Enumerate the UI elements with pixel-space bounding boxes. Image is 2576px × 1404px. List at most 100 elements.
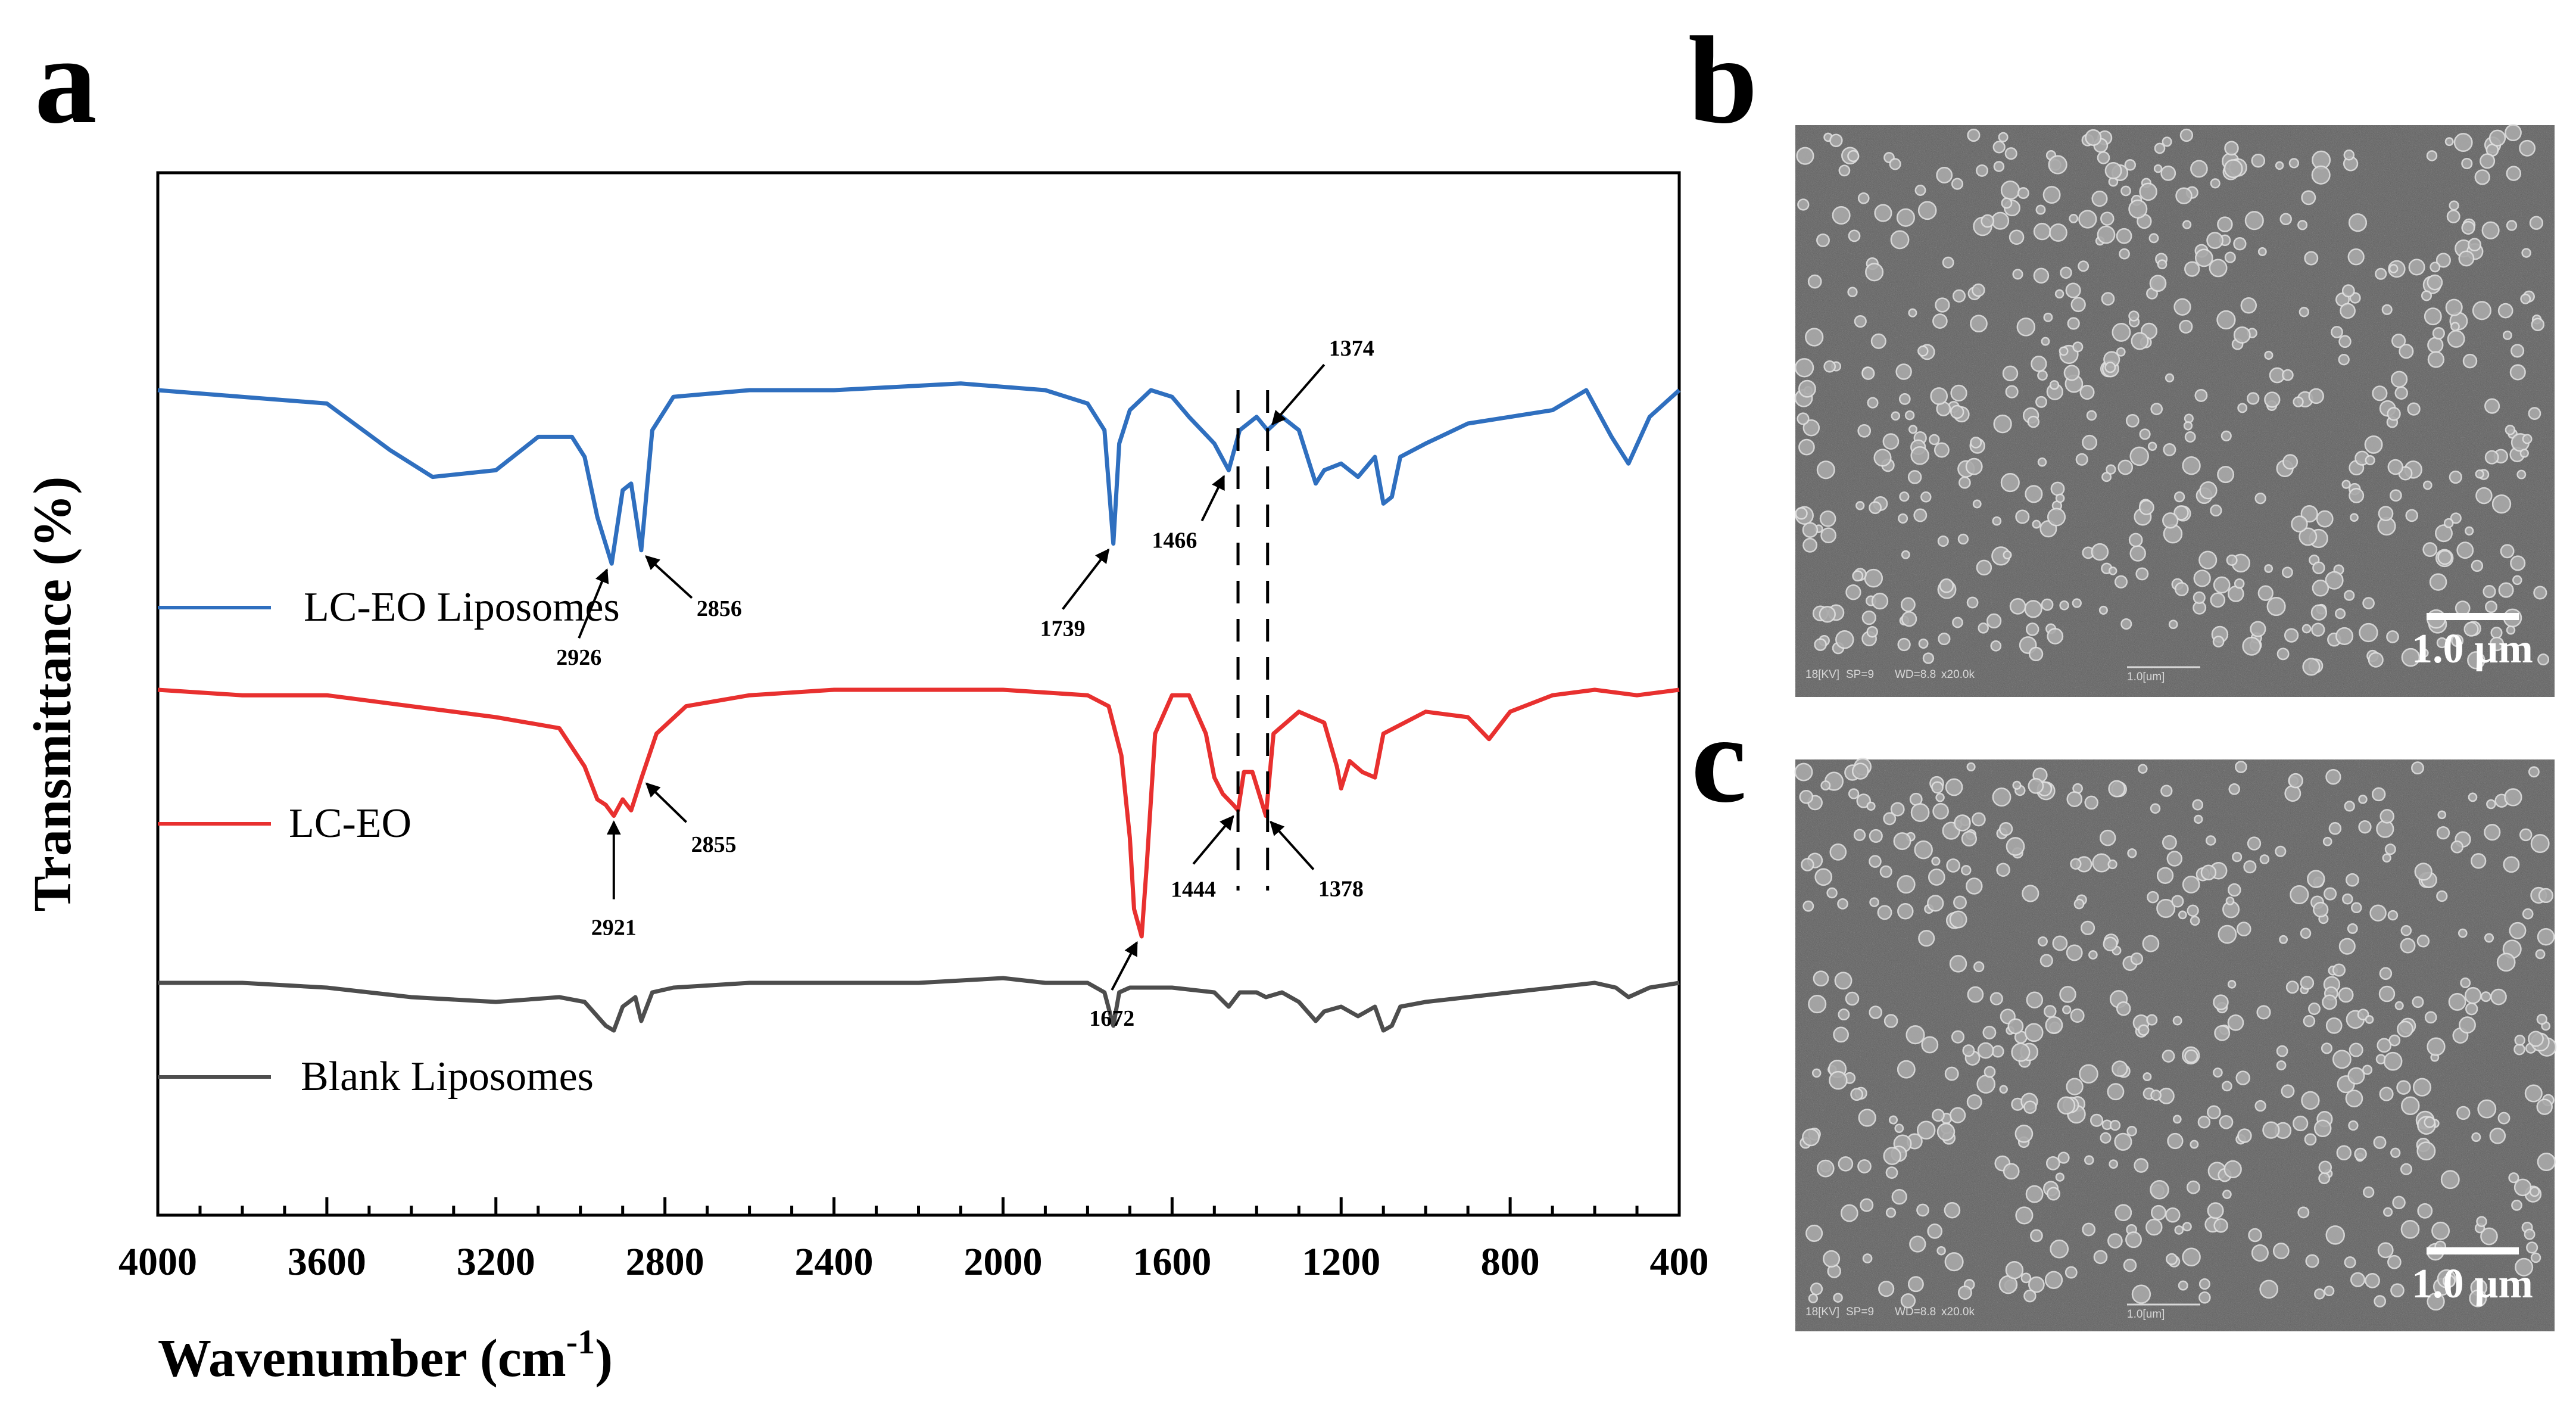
sem-particle	[1914, 185, 1926, 196]
x-tick-label: 4000	[118, 1240, 197, 1284]
sem-particle	[1795, 507, 1808, 520]
sem-particle	[2504, 788, 2522, 807]
sem-particle	[2375, 267, 2387, 280]
sem-particle	[2115, 1204, 2132, 1222]
sem-particle	[2529, 216, 2544, 230]
sem-particle	[2091, 543, 2109, 561]
sem-particle	[2308, 1003, 2321, 1015]
peak-arrow-3	[1200, 475, 1225, 522]
sem-particle	[2138, 764, 2148, 774]
sem-particle	[2157, 259, 2168, 270]
sem-particle	[2359, 622, 2378, 643]
sem-particle	[2035, 204, 2046, 215]
sem-particle	[2314, 1288, 2325, 1300]
sem-particle	[2379, 967, 2393, 980]
sem-c-meta-sp: SP=9	[1846, 1306, 1874, 1318]
sem-particle	[1871, 592, 1889, 610]
sem-particle	[1920, 491, 1932, 503]
sem-particle	[2166, 851, 2183, 867]
sem-particle	[2150, 403, 2163, 415]
sem-particle	[2120, 185, 2131, 197]
sem-particle	[2369, 904, 2387, 922]
sem-particle	[2468, 792, 2478, 802]
sem-particle	[2421, 290, 2432, 301]
sem-particle	[1823, 1250, 1841, 1268]
sem-b-meta-sp: SP=9	[1846, 668, 1874, 681]
sem-particle	[2097, 225, 2116, 244]
sem-particle	[2471, 559, 2484, 572]
sem-particle	[2468, 238, 2482, 252]
sem-particle	[2227, 980, 2237, 989]
sem-particle	[1898, 513, 1908, 524]
sem-c-particles	[1794, 758, 2557, 1311]
sem-particle	[1895, 363, 1912, 380]
sem-particle	[2070, 858, 2082, 870]
sem-particle	[2471, 853, 2487, 869]
peak-label-9: 1378	[1318, 877, 1364, 902]
peak-label-7: 1672	[1089, 1006, 1134, 1031]
sem-particle	[2365, 455, 2375, 466]
sem-particle	[2381, 304, 2393, 315]
sem-particle	[2530, 1252, 2541, 1263]
sem-particle	[2214, 1025, 2231, 1041]
sem-particle	[2503, 856, 2520, 873]
sem-particle	[2210, 592, 2226, 608]
sem-particle	[2411, 761, 2424, 775]
sem-particle	[2502, 330, 2512, 340]
sem-particle	[2335, 608, 2346, 619]
sem-particle	[2072, 341, 2084, 353]
sem-particle	[2297, 220, 2308, 231]
sem-particle	[1808, 1293, 1819, 1303]
sem-particle	[2412, 1078, 2432, 1097]
sem-particle	[2297, 1206, 2310, 1219]
sem-particle	[2047, 628, 2064, 645]
sem-particle	[2435, 253, 2451, 268]
sem-particle	[2125, 413, 2140, 428]
sem-particle	[2464, 987, 2482, 1004]
x-tick-label: 3200	[457, 1240, 535, 1284]
sem-particle	[2387, 407, 2401, 421]
sem-particle	[1796, 147, 1814, 165]
sem-particle	[2484, 398, 2500, 414]
sem-particle	[1982, 1025, 1997, 1039]
sem-particle	[2075, 453, 2088, 466]
sem-particle	[1869, 829, 1883, 843]
sem-particle	[2101, 472, 2112, 482]
sem-particle	[2311, 165, 2331, 185]
sem-particle	[1873, 449, 1892, 467]
sem-particle	[1951, 1030, 1965, 1044]
sem-particle	[2055, 493, 2065, 503]
sem-particle	[2364, 435, 2383, 454]
sem-particle	[2524, 1084, 2543, 1103]
sem-particle	[2242, 636, 2262, 656]
sem-particle	[1992, 516, 2002, 526]
sem-particle	[1917, 201, 1937, 220]
sem-particle	[1930, 387, 1948, 405]
sem-particle	[2336, 1145, 2352, 1160]
sem-particle	[1860, 1198, 1874, 1212]
sem-particle	[2450, 512, 2462, 524]
sem-particle	[2057, 1096, 2076, 1115]
sem-particle	[2348, 1120, 2359, 1131]
sem-particle	[2449, 470, 2462, 484]
sem-particle	[1891, 411, 1901, 421]
sem-particle	[2228, 783, 2240, 795]
sem-particle	[2338, 938, 2356, 955]
sem-particle	[2461, 157, 2473, 170]
sem-b-scale-label: 1.0 µm	[2412, 626, 2533, 672]
sem-particle	[2435, 524, 2453, 543]
sem-particle	[1917, 345, 1929, 357]
sem-particle	[2179, 128, 2194, 142]
sem-particle	[2178, 1280, 2188, 1291]
sem-particle	[1953, 895, 1967, 910]
sem-particle	[2324, 1285, 2335, 1297]
sem-particle	[2079, 384, 2095, 400]
sem-particle	[1931, 857, 1941, 866]
sem-particle	[2276, 647, 2290, 661]
reference-dashed-lines	[1236, 390, 1270, 891]
sem-particle	[1840, 1204, 1858, 1222]
sem-particle	[2234, 578, 2245, 589]
sem-particle	[2015, 1206, 2034, 1225]
sem-particle	[2065, 282, 2081, 298]
sem-particle	[2210, 504, 2222, 517]
